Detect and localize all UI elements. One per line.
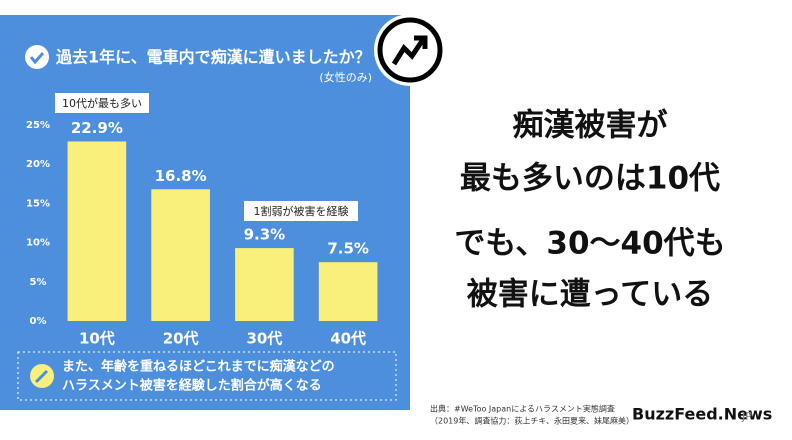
- note-box: [17, 351, 397, 401]
- check-mark: [29, 52, 45, 65]
- x-tick-label: 30代: [246, 330, 282, 348]
- source: 出典：#WeToo Japanによるハラスメント実態調査: [430, 404, 615, 414]
- headline: でも、30〜40代も: [454, 226, 725, 262]
- logo-name: BuzzFeed.News: [632, 405, 772, 424]
- pencil-mark: [34, 369, 49, 384]
- headline: 被害に遭っている: [467, 277, 713, 313]
- note-line: ハラスメント被害を経験した割合が高くなる: [62, 378, 322, 394]
- bar: [235, 248, 294, 321]
- y-tick-label: 25%: [26, 120, 50, 131]
- note-line: また、年齢を重ねるほどこれまでに痴漢などの: [62, 359, 335, 375]
- source: （2019年、調査協力：荻上チキ、永田夏来、妹尾麻美）: [430, 416, 634, 426]
- value-label: 16.8%: [155, 167, 207, 185]
- logo-arrow: [391, 35, 428, 66]
- value-label: 7.5%: [327, 240, 369, 258]
- x-tick-label: 10代: [79, 330, 115, 348]
- value-label: 9.3%: [244, 226, 286, 244]
- y-tick-label: 10%: [26, 238, 50, 249]
- headline: 最も多いのは10代: [460, 161, 720, 197]
- headline: 痴漢被害が: [513, 108, 668, 144]
- y-tick-label: 15%: [26, 198, 50, 209]
- logo-suffix: JP: [741, 410, 752, 423]
- annotation: 1割弱が被害を経験: [254, 204, 349, 218]
- bar: [67, 141, 127, 321]
- annotation-box: [55, 93, 149, 113]
- y-tick-label: 5%: [30, 277, 47, 288]
- value-label: 22.9%: [71, 119, 123, 137]
- x-tick-label: 20代: [163, 330, 199, 348]
- logo-ring: [377, 17, 443, 83]
- annotation: 10代が最も多い: [62, 96, 142, 110]
- bar: [318, 262, 378, 321]
- y-tick-label: 0%: [30, 316, 47, 327]
- annotation-box: [244, 201, 358, 221]
- x-tick-label: 40代: [330, 330, 366, 348]
- logo-badge: [374, 14, 446, 86]
- y-tick-label: 20%: [26, 159, 50, 170]
- chart-subtitle: (女性のみ): [319, 70, 372, 84]
- chart-title: 過去1年に、電車内で痴漢に遭いましたか？: [55, 48, 371, 67]
- bar: [151, 189, 210, 321]
- check-icon: [25, 45, 49, 69]
